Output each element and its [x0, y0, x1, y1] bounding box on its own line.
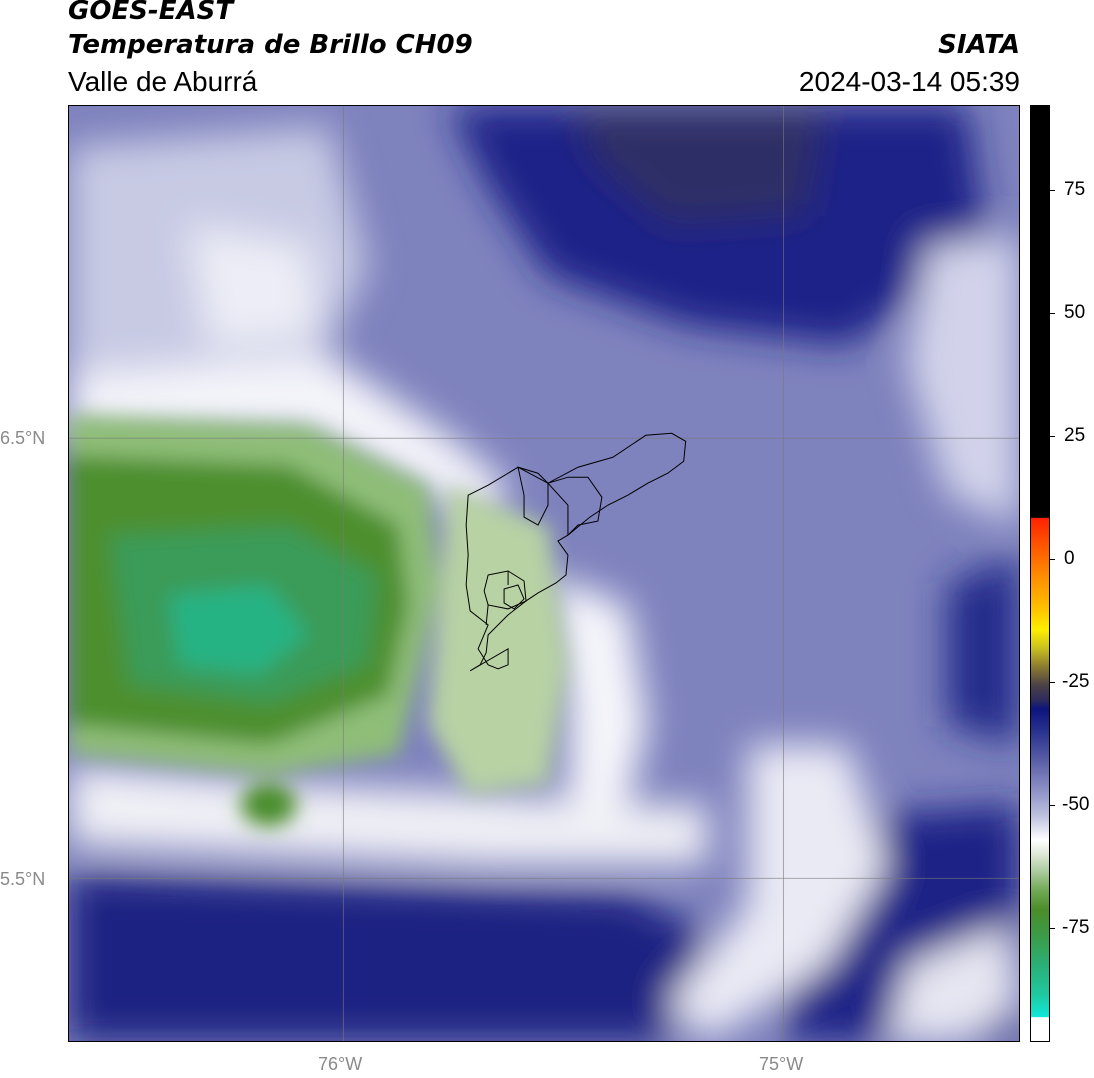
- lat-label-6-5n: 6.5°N: [0, 428, 46, 448]
- brightness-temperature-map: [69, 106, 1019, 1041]
- colorbar-tick-minus75: [1050, 928, 1055, 929]
- colorbar-tick-minus50: [1050, 805, 1055, 806]
- lon-label-75w: 75°W: [759, 1054, 804, 1074]
- colorbar-tick-25: [1050, 436, 1055, 437]
- lat-label-5-5n: 5.5°N: [0, 869, 46, 889]
- timestamp-label: 2024-03-14 05:39: [798, 66, 1020, 97]
- municipal-boundaries: [465, 432, 687, 672]
- region-subtitle: Valle de Aburrá: [68, 66, 258, 97]
- title-block: GOES-EAST Temperatura de Brillo CH09 Val…: [68, 0, 473, 100]
- source-block: SIATA 2024-03-14 05:39: [799, 28, 1020, 100]
- colorbar: [1030, 105, 1050, 1042]
- colorbar-tick-0: [1050, 559, 1055, 560]
- colorbar-label-minus75: -75: [1062, 917, 1090, 938]
- lon-label-76w: 76°W: [318, 1054, 363, 1074]
- satellite-title: GOES-EAST: [68, 0, 234, 26]
- cold-cloud-core: [69, 415, 568, 827]
- colorbar-label-minus25: -25: [1062, 671, 1090, 692]
- colorbar-tick-minus25: [1050, 682, 1055, 683]
- product-title: Temperatura de Brillo CH09: [68, 30, 473, 60]
- colorbar-label-50: 50: [1064, 302, 1086, 323]
- colorbar-label-75: 75: [1064, 179, 1086, 200]
- colorbar-tick-50: [1050, 313, 1055, 314]
- cloud-field: [69, 106, 1019, 1041]
- colorbar-tick-75: [1050, 190, 1055, 191]
- organization-label: SIATA: [938, 30, 1020, 60]
- colorbar-label-0: 0: [1064, 548, 1075, 569]
- map-panel: [68, 105, 1020, 1042]
- colorbar-label-25: 25: [1064, 425, 1086, 446]
- colorbar-label-minus50: -50: [1062, 794, 1090, 815]
